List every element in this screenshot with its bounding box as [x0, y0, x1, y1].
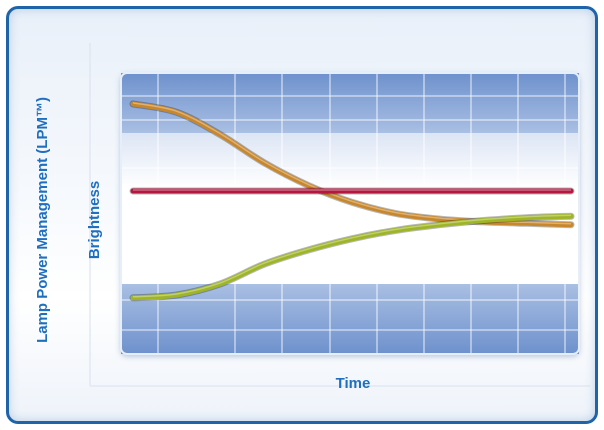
y-axis-label: Brightness: [86, 181, 103, 259]
series-layer: [129, 100, 575, 302]
outer-axis-label: Lamp Power Management (LPM™): [34, 97, 51, 343]
band-top: [121, 73, 579, 133]
series-line-green: [130, 213, 574, 301]
grid-layer: [121, 73, 579, 354]
plot-border: [120, 72, 580, 355]
series-line-orange: [130, 101, 574, 228]
x-axis-label: Time: [336, 375, 371, 392]
band-top-fade: [121, 133, 579, 188]
band-bottom: [121, 284, 579, 354]
series-line-green-highlight: [132, 214, 572, 298]
